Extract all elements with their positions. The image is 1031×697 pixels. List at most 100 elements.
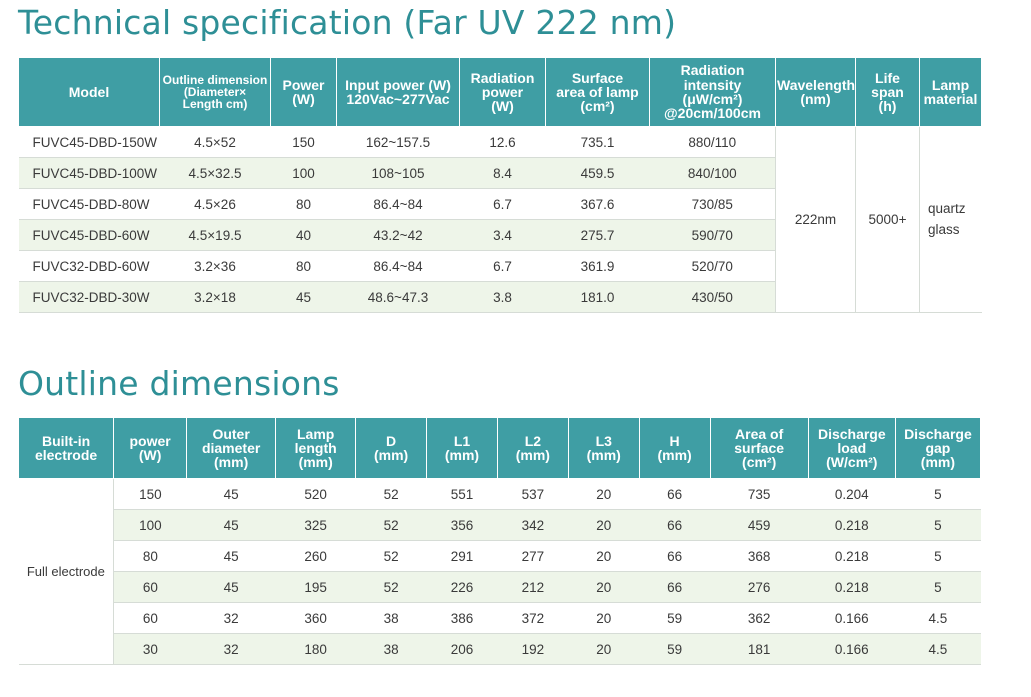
header-surface-line: Surface xyxy=(571,69,624,86)
header-radiation-line: power xyxy=(481,83,524,100)
header-life-line: Life span xyxy=(871,69,904,100)
header-power-line: power xyxy=(129,432,171,449)
dim-cell: 52 xyxy=(355,478,427,510)
dim-cell: 150 xyxy=(113,478,187,510)
header-power: Power (W) xyxy=(270,57,337,127)
dim-cell: 291 xyxy=(426,540,498,572)
dim-cell: 45 xyxy=(186,540,276,572)
header-gap-line: gap xyxy=(925,439,951,456)
header-d: D (mm) xyxy=(355,417,428,479)
header-d-line: D xyxy=(386,432,397,449)
dims-header-row: Built-in electrode power (W) Outer diame… xyxy=(17,417,982,479)
dim-cell: 5 xyxy=(895,478,981,510)
spec-section-title: Technical specification (Far UV 222 nm) xyxy=(18,3,677,42)
radiation-intensity-cell: 730/85 xyxy=(649,188,776,220)
header-power-line: (W) xyxy=(138,447,162,463)
dim-cell: 206 xyxy=(426,633,498,665)
dim-cell: 276 xyxy=(710,571,809,603)
dim-cell: 59 xyxy=(639,602,711,634)
surface-area-cell: 367.6 xyxy=(545,188,650,220)
input-power-cell: 86.4~84 xyxy=(336,188,460,220)
dim-cell: 20 xyxy=(568,540,640,572)
outline-cell: 4.5×32.5 xyxy=(159,157,271,189)
dim-cell: 45 xyxy=(186,509,276,541)
dim-cell: 80 xyxy=(113,540,187,572)
dim-cell: 735 xyxy=(710,478,809,510)
dim-cell: 551 xyxy=(426,478,498,510)
dim-cell: 100 xyxy=(113,509,187,541)
dim-cell: 362 xyxy=(710,602,809,634)
header-builtin-line: electrode xyxy=(34,447,98,463)
header-outline-line: (Diameter× xyxy=(183,84,247,99)
table-row: 30 32 180 38 206 192 20 59 181 0.166 4.5 xyxy=(19,633,981,665)
outline-cell: 3.2×18 xyxy=(159,281,271,313)
dim-cell: 20 xyxy=(568,633,640,665)
header-lamp-line: (mm) xyxy=(298,454,333,471)
header-life-line: (h) xyxy=(878,98,897,115)
power-cell: 80 xyxy=(270,250,337,282)
header-material-line: Lamp xyxy=(931,76,970,93)
header-radiation-line: (W) xyxy=(491,98,514,115)
dim-cell: 4.5 xyxy=(895,633,981,665)
dim-cell: 20 xyxy=(568,478,640,510)
table-row: 100 45 325 52 356 342 20 66 459 0.218 5 xyxy=(19,509,981,541)
header-input-line: 120Vac~277Vac xyxy=(346,91,450,107)
power-cell: 150 xyxy=(270,126,337,158)
table-row: 80 45 260 52 291 277 20 66 368 0.218 5 xyxy=(19,540,981,572)
power-cell: 80 xyxy=(270,188,337,220)
header-lamp-material: Lamp material xyxy=(919,57,982,127)
header-intensity-line: @20cm/100cm xyxy=(664,105,761,122)
dim-cell: 325 xyxy=(275,509,356,541)
header-outline-dimension: Outline dimension (Diameter× Length cm) xyxy=(159,57,271,127)
header-load-line: Discharge xyxy=(817,425,886,442)
model-cell: FUVC32-DBD-60W xyxy=(18,250,160,282)
input-power-cell: 108~105 xyxy=(336,157,460,189)
model-cell: FUVC45-DBD-80W xyxy=(18,188,160,220)
dim-cell: 180 xyxy=(275,633,356,665)
dim-cell: 38 xyxy=(355,633,427,665)
header-load-line: (W/cm²) xyxy=(826,454,878,471)
header-radiation-power: Radiation power (W) xyxy=(459,57,546,127)
surface-area-cell: 361.9 xyxy=(545,250,650,282)
surface-area-cell: 459.5 xyxy=(545,157,650,189)
dim-cell: 32 xyxy=(186,602,276,634)
electrode-cell: Full electrode xyxy=(18,478,115,665)
outline-cell: 4.5×26 xyxy=(159,188,271,220)
outline-cell: 4.5×52 xyxy=(159,126,271,158)
dim-cell: 192 xyxy=(497,633,569,665)
dim-cell: 537 xyxy=(497,478,569,510)
radiation-intensity-cell: 430/50 xyxy=(649,281,776,313)
dim-cell: 4.5 xyxy=(895,602,981,634)
dim-cell: 20 xyxy=(568,571,640,603)
lamp-material-cell: quartz glass xyxy=(919,126,982,313)
header-material-line: material xyxy=(923,91,978,107)
power-cell: 40 xyxy=(270,219,337,251)
dim-cell: 0.166 xyxy=(808,633,896,665)
surface-area-cell: 275.7 xyxy=(545,219,650,251)
wavelength-cell: 222nm xyxy=(775,126,856,313)
header-d-line: (mm) xyxy=(373,447,409,463)
header-wavelength-line: Wavelength xyxy=(777,76,856,93)
header-lamp-line: Lamp xyxy=(297,425,335,442)
table-row: Full electrode 150 45 520 52 551 537 20 … xyxy=(18,478,981,665)
header-power-line: Power xyxy=(282,76,325,93)
header-outer-line: (mm) xyxy=(214,454,249,471)
spec-table: Model Outline dimension (Diameter× Lengt… xyxy=(18,57,982,313)
header-h: H (mm) xyxy=(638,417,711,479)
header-outer-diameter: Outer diameter (mm) xyxy=(186,417,277,479)
input-power-cell: 48.6~47.3 xyxy=(336,281,460,313)
spec-header-row: Model Outline dimension (Diameter× Lengt… xyxy=(18,57,982,127)
dim-cell: 0.204 xyxy=(808,478,896,510)
radiation-power-cell: 6.7 xyxy=(459,250,546,282)
header-power-line: (W) xyxy=(292,91,315,107)
table-row: 60 32 360 38 386 372 20 59 362 0.166 4.5 xyxy=(19,602,981,634)
header-surface-line: area of lamp xyxy=(556,83,639,100)
dim-cell: 66 xyxy=(639,571,711,603)
header-l1: L1 (mm) xyxy=(426,417,498,479)
table-row: FUVC45-DBD-150W 4.5×52 150 162~157.5 12.… xyxy=(18,126,982,313)
header-wavelength: Wavelength (nm) xyxy=(775,57,856,127)
header-outline-line: Length cm) xyxy=(182,97,248,112)
header-discharge-gap: Discharge gap (mm) xyxy=(894,417,982,479)
header-input-line: Input power (W) xyxy=(345,76,451,93)
input-power-cell: 162~157.5 xyxy=(336,126,460,158)
